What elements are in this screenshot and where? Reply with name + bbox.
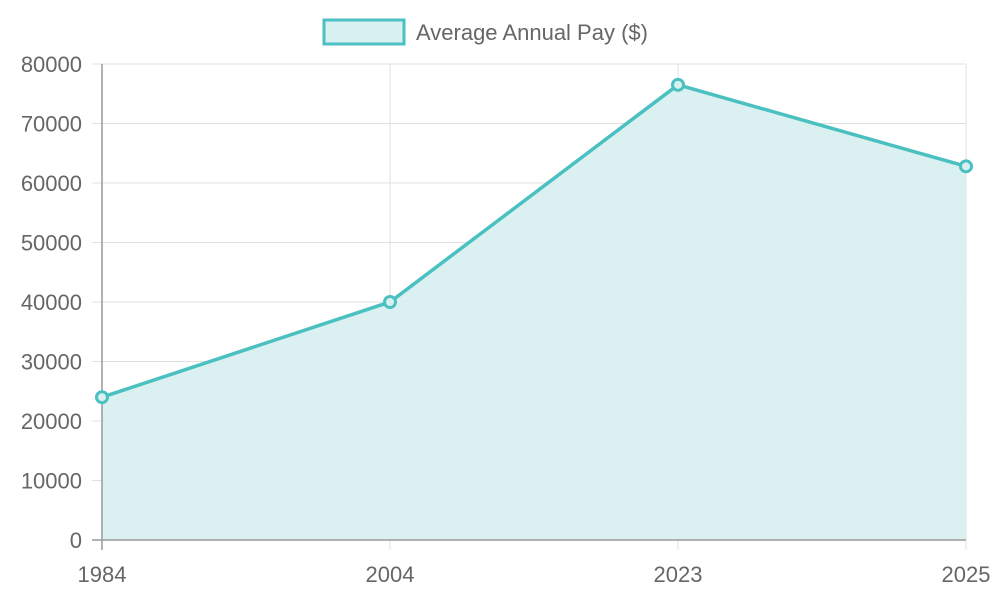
x-tick-label: 2023 <box>654 562 703 587</box>
data-point <box>959 159 973 174</box>
y-tick-label: 30000 <box>21 350 82 375</box>
axes <box>92 64 966 550</box>
data-points <box>95 77 973 405</box>
tick-labels: 0 10000 20000 30000 40000 50000 60000 70000 8000… <box>21 52 991 587</box>
y-tick-label: 50000 <box>21 231 82 256</box>
data-point <box>95 390 109 405</box>
x-tick-label: 1984 <box>78 562 127 587</box>
legend-label: Average Annual Pay ($) <box>416 20 648 45</box>
y-tick-label: 40000 <box>21 290 82 315</box>
legend-swatch <box>322 18 406 46</box>
x-tick-label: 2025 <box>942 562 991 587</box>
y-tick-label: 10000 <box>21 469 82 494</box>
y-tick-label: 0 <box>70 528 82 553</box>
y-tick-label: 60000 <box>21 171 82 196</box>
data-point <box>383 295 397 309</box>
y-tick-label: 20000 <box>21 409 82 434</box>
y-tick-label: 70000 <box>21 112 82 137</box>
series-line <box>101 82 967 399</box>
series-area <box>102 84 966 540</box>
area-layer <box>101 82 967 540</box>
legend[interactable]: Average Annual Pay ($) <box>322 18 648 46</box>
data-point <box>671 77 685 92</box>
x-tick-label: 2004 <box>366 562 415 587</box>
y-tick-label: 80000 <box>21 52 82 77</box>
